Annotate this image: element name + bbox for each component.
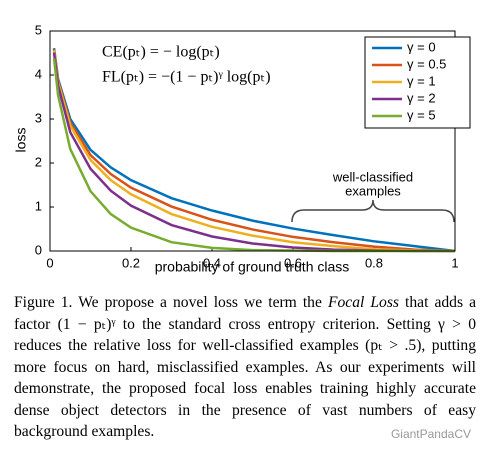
x-tick-label: 0 <box>46 255 53 270</box>
chart: CE(pₜ) = − log(pₜ) FL(pₜ) = −(1 − pₜ)ᵞ l… <box>13 22 471 275</box>
y-tick-label: 5 <box>35 22 42 37</box>
watermark: GiantPandaCV <box>390 427 471 441</box>
x-tick-label: 0.6 <box>284 255 302 270</box>
caption-text: Figure 1. We propose a novel loss we ter… <box>14 294 328 311</box>
x-tick-label: 0.4 <box>203 255 221 270</box>
y-tick-label: 0 <box>35 242 42 257</box>
annotation: examples <box>345 183 401 198</box>
x-axis-label: probability of ground truth class <box>155 259 350 275</box>
formula: FL(pₜ) = −(1 − pₜ)ᵞ log(pₜ) <box>102 69 271 86</box>
legend-label: γ = 1 <box>407 73 436 88</box>
bracket <box>291 199 455 223</box>
line <box>52 49 456 253</box>
x-tick-label: 0.8 <box>365 255 383 270</box>
x-tick-label: 1 <box>451 255 458 270</box>
caption: Figure 1. We propose a novel loss we ter… <box>14 292 476 443</box>
axes-frame <box>49 30 456 252</box>
legend-label: γ = 0.5 <box>407 56 446 71</box>
legend-label: γ = 5 <box>407 107 436 122</box>
legend-label: γ = 2 <box>407 90 436 105</box>
legend-label: γ = 0 <box>407 39 436 54</box>
caption-text: that adds a factor (1 − pₜ)ᵞ to the stan… <box>14 294 476 440</box>
formula: CE(pₜ) = − log(pₜ) <box>102 44 220 61</box>
y-axis-label: loss <box>13 128 29 153</box>
line <box>52 50 456 253</box>
y-tick-label: 3 <box>35 110 42 125</box>
x-tick-label: 0.2 <box>122 255 140 270</box>
y-tick-label: 2 <box>35 154 42 169</box>
y-tick-label: 4 <box>35 66 42 81</box>
caption-emph: Focal Loss <box>327 294 399 311</box>
y-tick-label: 1 <box>35 198 42 213</box>
line <box>52 47 456 253</box>
annotation: well-classified <box>332 169 413 184</box>
